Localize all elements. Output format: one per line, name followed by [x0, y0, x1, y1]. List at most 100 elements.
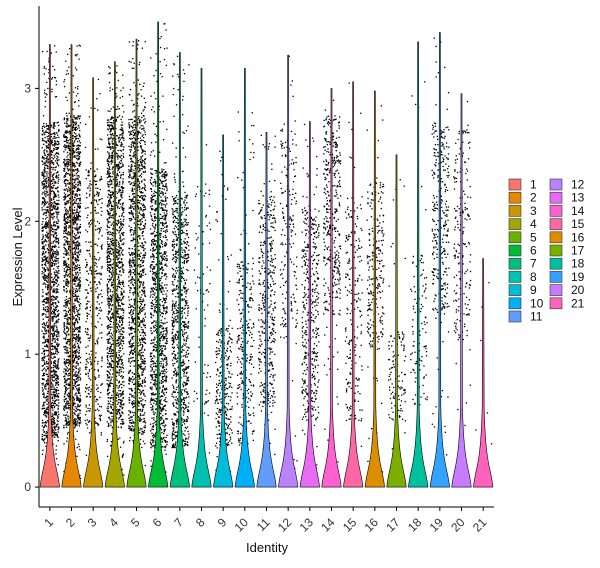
data-point — [73, 151, 75, 154]
data-point — [52, 416, 55, 419]
data-point — [57, 332, 59, 334]
data-point — [74, 222, 77, 224]
data-point — [96, 339, 98, 341]
data-point — [112, 280, 115, 282]
data-point — [111, 420, 113, 422]
data-point — [119, 255, 121, 257]
data-point — [108, 146, 110, 149]
data-point — [119, 236, 122, 238]
data-point — [72, 307, 74, 309]
data-point — [43, 153, 46, 155]
data-point — [66, 414, 68, 416]
data-point — [63, 414, 65, 416]
data-point — [68, 200, 70, 202]
data-point — [101, 324, 103, 326]
data-point — [44, 172, 46, 174]
data-point — [75, 422, 77, 424]
data-point — [96, 399, 99, 401]
data-point — [120, 144, 122, 146]
data-point — [78, 164, 80, 167]
data-point — [69, 246, 71, 248]
data-point — [116, 255, 118, 257]
data-point — [73, 233, 76, 235]
data-point — [76, 328, 79, 331]
data-point — [65, 209, 67, 211]
data-point — [57, 368, 59, 370]
data-point — [44, 223, 46, 225]
data-point — [69, 169, 71, 171]
data-point — [73, 124, 75, 126]
data-point — [47, 299, 49, 301]
data-point — [46, 280, 48, 283]
data-point — [78, 349, 81, 351]
data-point — [76, 356, 78, 358]
data-point — [56, 177, 58, 179]
data-point — [63, 196, 65, 198]
data-point — [65, 270, 68, 272]
data-point — [51, 329, 54, 331]
data-point — [118, 191, 120, 193]
data-point — [75, 367, 77, 369]
data-point — [97, 238, 100, 240]
data-point — [58, 358, 60, 360]
data-point — [76, 378, 78, 380]
data-point — [107, 352, 109, 355]
data-point — [86, 303, 88, 305]
data-point — [53, 123, 55, 125]
data-point — [52, 225, 55, 227]
data-point — [73, 132, 75, 134]
data-point — [55, 253, 57, 255]
data-point — [44, 434, 46, 437]
data-point — [106, 379, 108, 381]
data-point — [107, 206, 109, 208]
data-point — [65, 306, 67, 308]
data-point — [77, 295, 80, 297]
data-point — [110, 422, 112, 424]
data-point — [52, 325, 54, 327]
data-point — [69, 342, 71, 344]
data-point — [110, 366, 112, 368]
data-point — [93, 256, 96, 258]
data-point — [42, 404, 44, 406]
data-point — [65, 264, 67, 266]
data-point — [43, 360, 45, 362]
data-point — [74, 235, 76, 237]
data-point — [53, 222, 55, 224]
data-point — [108, 302, 110, 304]
data-point — [46, 191, 48, 194]
data-point — [48, 69, 50, 71]
data-point — [71, 192, 74, 195]
data-point — [76, 157, 78, 160]
data-point — [66, 123, 68, 125]
data-point — [51, 431, 53, 433]
data-point — [48, 61, 50, 63]
data-point — [112, 294, 114, 296]
data-point — [53, 288, 55, 290]
data-point — [53, 253, 55, 255]
data-point — [73, 164, 75, 166]
data-point — [54, 395, 56, 398]
data-point — [56, 175, 58, 177]
data-point — [123, 474, 125, 476]
data-point — [65, 136, 67, 138]
data-point — [65, 229, 67, 231]
data-point — [46, 175, 48, 177]
data-point — [75, 294, 77, 296]
data-point — [55, 434, 57, 436]
data-point — [78, 242, 81, 244]
data-point — [78, 264, 81, 266]
data-point — [69, 289, 71, 292]
data-point — [112, 147, 114, 149]
data-point — [99, 418, 101, 421]
data-point — [45, 408, 47, 410]
data-point — [65, 282, 67, 285]
data-point — [53, 299, 55, 301]
data-point — [54, 362, 57, 365]
data-point — [55, 449, 57, 451]
data-point — [57, 383, 59, 385]
data-point — [76, 169, 79, 171]
data-point — [63, 170, 65, 172]
data-point — [120, 143, 123, 145]
data-point — [43, 410, 46, 412]
data-point — [41, 289, 44, 291]
